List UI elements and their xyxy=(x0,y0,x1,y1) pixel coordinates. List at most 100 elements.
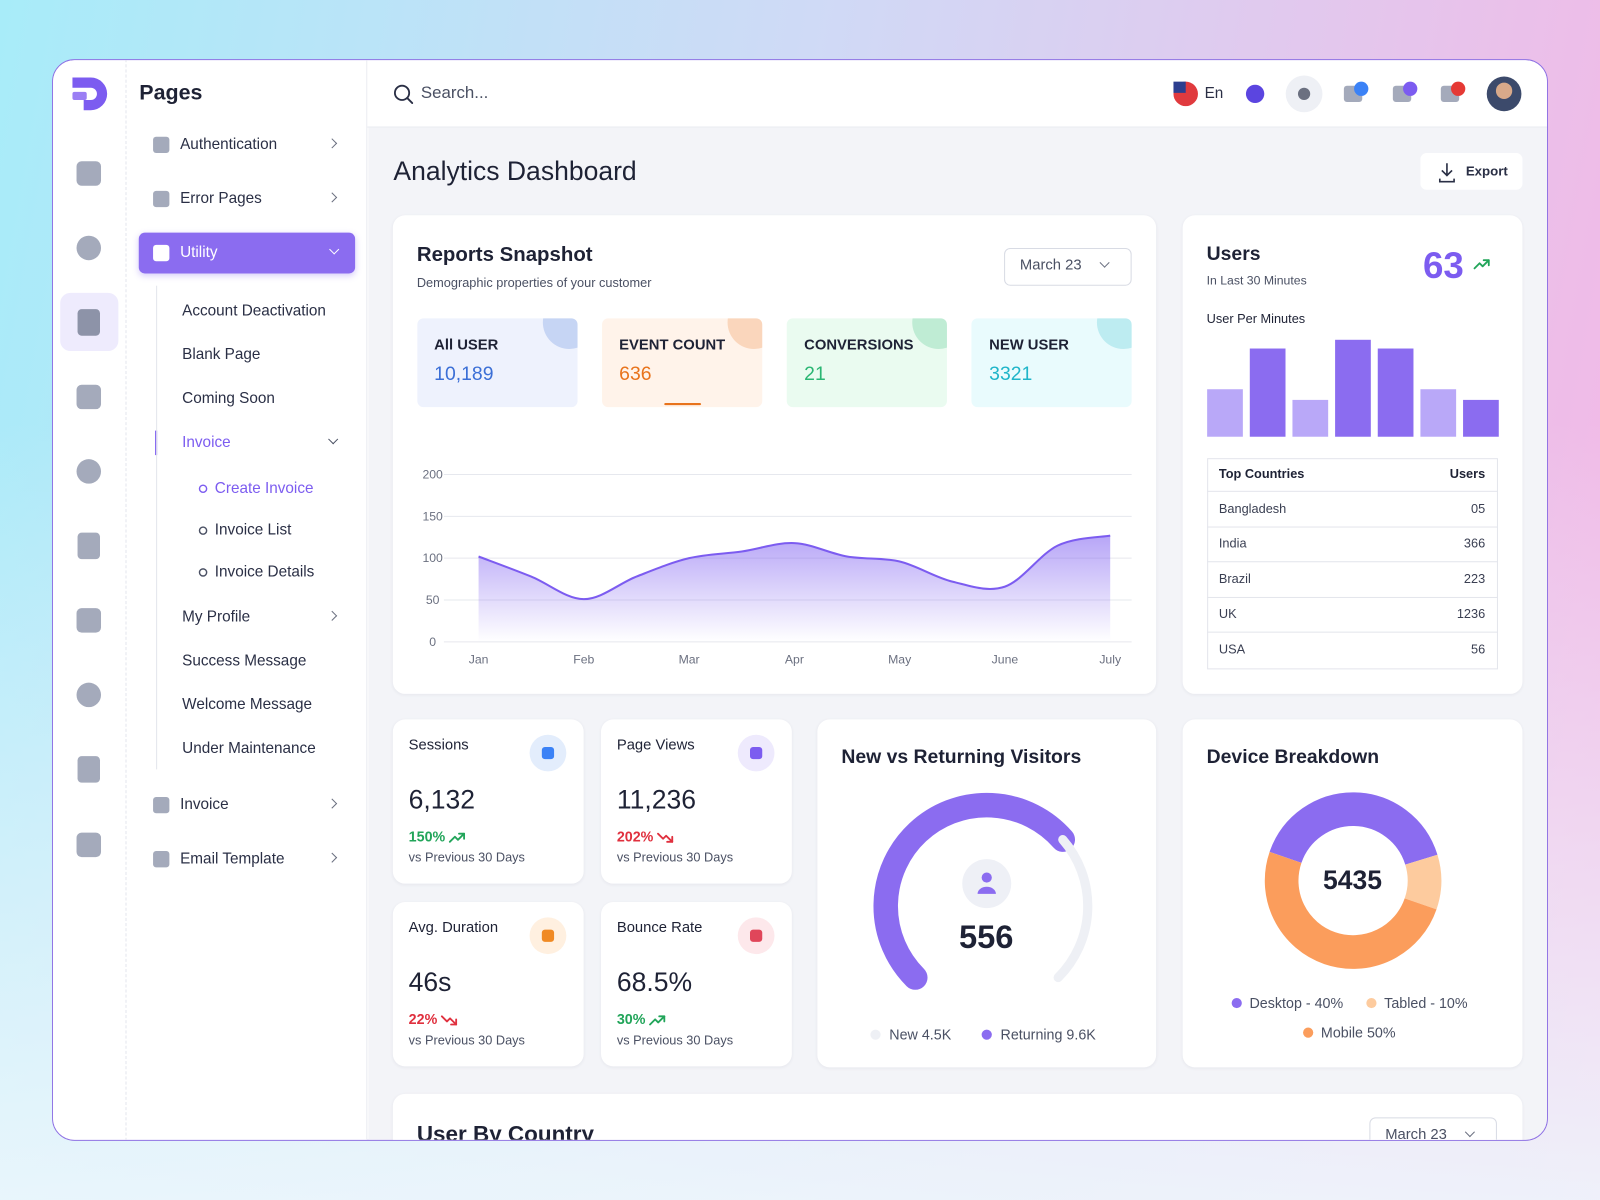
submenu-item[interactable]: Invoice List xyxy=(214,520,292,539)
table-cell: 223 xyxy=(1463,571,1486,586)
metric-change: 150% xyxy=(408,827,446,844)
submenu-item[interactable]: Invoice Details xyxy=(214,562,315,581)
app-content: Pages Authentication Error Pages Utility Acc… xyxy=(53,60,1547,1141)
metric-note: vs Previous 30 Days xyxy=(616,1032,734,1047)
submenu-item[interactable]: Create Invoice xyxy=(214,479,314,497)
stat-decoration xyxy=(912,317,948,349)
card-subtitle: Demographic properties of your customer xyxy=(416,275,652,290)
metric-label: Page Views xyxy=(616,736,695,753)
metric-change: 30% xyxy=(616,1010,646,1027)
menu-item[interactable]: Email Template xyxy=(180,849,285,867)
period-label[interactable]: March 23 xyxy=(1019,256,1082,274)
stat-value: 3321 xyxy=(989,363,1033,385)
submenu-item[interactable]: Invoice xyxy=(182,433,231,451)
icon-rail xyxy=(53,60,127,1140)
country-card xyxy=(392,1093,1522,1140)
stat-indicator xyxy=(664,402,701,406)
menu-active-marker xyxy=(154,430,157,455)
period-dropdown[interactable] xyxy=(1368,1116,1497,1140)
submenu-item[interactable]: Coming Soon xyxy=(182,389,275,407)
gauge-card xyxy=(816,718,1156,1067)
table-cell: 05 xyxy=(1471,501,1486,516)
card-title: Device Breakdown xyxy=(1206,746,1380,768)
table-cell: Brazil xyxy=(1218,571,1251,586)
gauge-total: 556 xyxy=(958,917,1014,955)
menu-item[interactable]: Invoice xyxy=(180,795,229,813)
table-cell: 366 xyxy=(1463,536,1486,551)
legend-name: Returning xyxy=(1000,1025,1063,1042)
table-cell: USA xyxy=(1218,642,1246,657)
legend-label: Returning 9.6K xyxy=(1001,1026,1096,1043)
badge-count: 5 xyxy=(1406,82,1413,94)
legend-name: New xyxy=(889,1025,918,1042)
metric-value: 6,132 xyxy=(408,783,476,815)
export-label[interactable]: Export xyxy=(1465,162,1508,179)
sidebar-title: Pages xyxy=(139,80,203,104)
table-divider xyxy=(1206,596,1498,598)
metric-note: vs Previous 30 Days xyxy=(408,1032,525,1047)
legend-value: 4.5K xyxy=(921,1025,952,1042)
metric-note: vs Previous 30 Days xyxy=(616,849,734,865)
menu-item[interactable]: Authentication xyxy=(180,135,278,153)
search-input[interactable]: Search... xyxy=(420,83,489,102)
donut-total: 5435 xyxy=(1323,864,1383,895)
stat-card xyxy=(416,317,578,407)
metric-change: 22% xyxy=(408,1010,438,1027)
menu-item-highlight[interactable] xyxy=(138,232,355,273)
submenu-item[interactable]: Blank Page xyxy=(182,345,261,363)
card-title: User By Country xyxy=(416,1120,594,1141)
submenu-item[interactable]: Welcome Message xyxy=(182,695,313,713)
sidebar xyxy=(126,60,367,1140)
metric-value: 68.5% xyxy=(616,966,693,997)
card-title: Users xyxy=(1206,242,1261,265)
legend-label: Mobile 50% xyxy=(1320,1023,1396,1040)
card-title: Reports Snapshot xyxy=(416,243,593,266)
table-divider xyxy=(1206,632,1498,634)
period-label[interactable]: March 23 xyxy=(1385,1126,1447,1141)
submenu-item[interactable]: Success Message xyxy=(182,651,307,669)
stat-label: EVENT COUNT xyxy=(619,336,726,353)
metric-value: 46s xyxy=(408,966,452,997)
stat-label: NEW USER xyxy=(989,336,1069,353)
submenu-item[interactable]: Account Deactivation xyxy=(182,301,326,319)
metric-change: 202% xyxy=(616,827,654,844)
metric-value: 11,236 xyxy=(616,783,697,815)
legend-label: Desktop - 40% xyxy=(1249,993,1344,1011)
country-table xyxy=(1206,457,1498,669)
metric-label: Avg. Duration xyxy=(408,919,499,936)
rail-active xyxy=(59,292,118,351)
stat-value: 636 xyxy=(619,363,652,385)
table-divider xyxy=(1206,526,1498,528)
stat-card xyxy=(786,317,948,407)
table-cell: UK xyxy=(1218,606,1237,622)
stat-value: 21 xyxy=(804,363,826,385)
export-button[interactable] xyxy=(1419,152,1522,190)
period-dropdown[interactable] xyxy=(1003,247,1132,286)
stat-card xyxy=(971,317,1133,407)
menu-item[interactable]: Error Pages xyxy=(180,189,262,207)
stat-decoration xyxy=(542,317,578,349)
table-divider xyxy=(1206,490,1498,492)
stat-value: 10,189 xyxy=(434,363,494,385)
users-card xyxy=(1182,214,1522,694)
menu-item[interactable]: Utility xyxy=(180,243,218,261)
app-window: Pages Authentication Error Pages Utility Acc… xyxy=(52,59,1548,1141)
stat-card xyxy=(601,317,763,407)
users-count: 63 xyxy=(1422,243,1464,286)
metric-note: vs Previous 30 Days xyxy=(408,849,525,865)
card-subtitle: In Last 30 Minutes xyxy=(1206,272,1307,288)
topbar xyxy=(366,60,1547,128)
table-divider xyxy=(1206,561,1498,563)
table-cell: 56 xyxy=(1471,642,1486,657)
table-cell: India xyxy=(1218,536,1247,551)
table-cell: Bangladesh xyxy=(1218,501,1287,516)
stat-decoration xyxy=(1097,317,1133,349)
legend-label: Tabled - 10% xyxy=(1384,993,1468,1011)
submenu-item[interactable]: My Profile xyxy=(182,607,251,625)
legend-label: New 4.5K xyxy=(889,1026,951,1043)
language[interactable]: En xyxy=(1204,84,1224,102)
submenu-item[interactable]: Under Maintenance xyxy=(182,739,316,757)
submenu-guide xyxy=(155,285,157,769)
